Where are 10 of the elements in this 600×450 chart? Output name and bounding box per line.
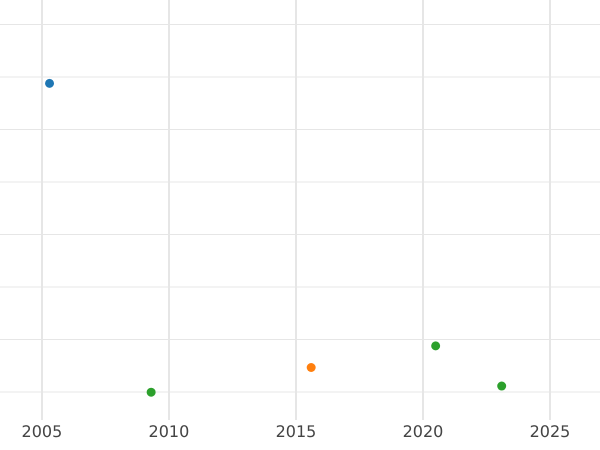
point: [306, 363, 316, 372]
point: [146, 388, 156, 397]
point: [497, 382, 506, 391]
x-tick-label: 2015: [276, 422, 316, 441]
x-tick-label: 2020: [402, 422, 444, 441]
point: [45, 78, 54, 88]
point: [431, 341, 440, 350]
x-tick-label: 2025: [530, 422, 570, 441]
x-tick-label: 2010: [148, 422, 190, 441]
x-tick-label: 2005: [22, 422, 62, 441]
